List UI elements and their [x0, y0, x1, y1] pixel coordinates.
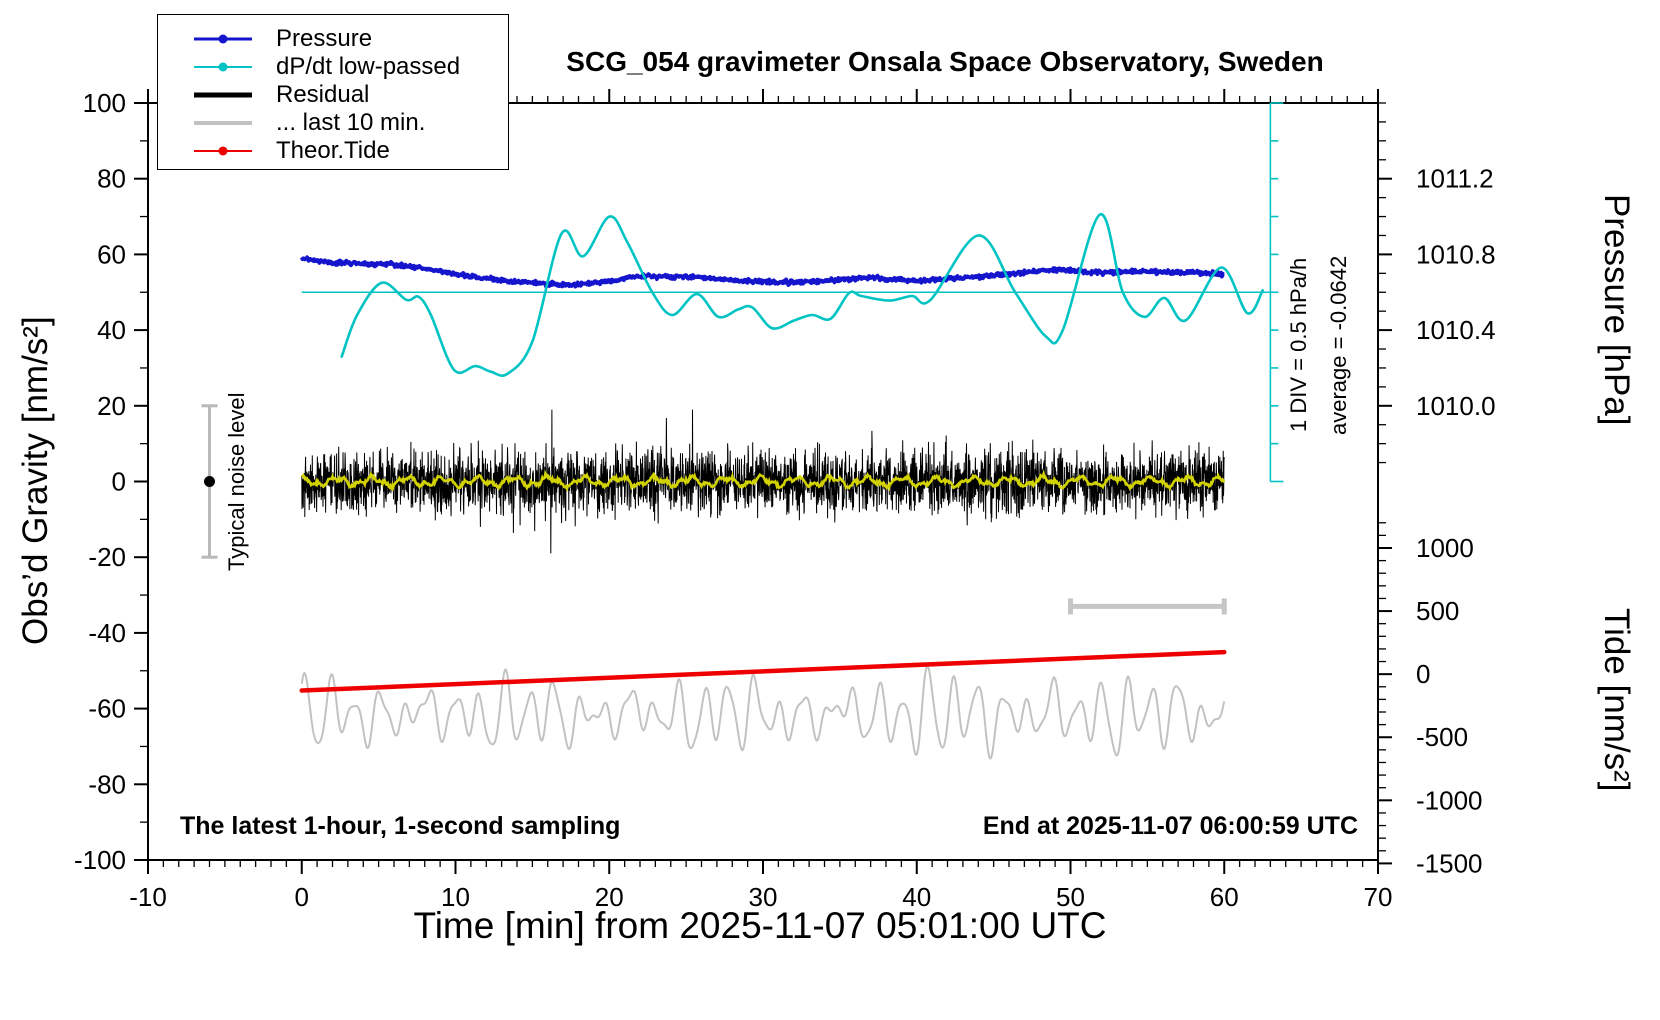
legend-item-pressure: Pressure [194, 25, 508, 53]
svg-text:30: 30 [749, 882, 778, 912]
svg-text:-500: -500 [1416, 722, 1468, 752]
svg-text:-1500: -1500 [1416, 848, 1483, 878]
div-scale-annotation: 1 DIV = 0.5 hPa/h [1286, 257, 1311, 433]
legend-item-residual: Residual [194, 81, 508, 109]
svg-text:1000: 1000 [1416, 533, 1474, 563]
svg-text:100: 100 [83, 88, 126, 118]
svg-text:-100: -100 [74, 845, 126, 875]
average-annotation: average = -0.0642 [1326, 255, 1351, 435]
svg-text:50: 50 [1056, 882, 1085, 912]
legend-item-dpdt: dP/dt low-passed [194, 53, 508, 81]
series-last10 [300, 665, 1226, 760]
series-dpdt [340, 213, 1264, 377]
legend-label-tide: Theor.Tide [276, 137, 390, 164]
series-residual-smoothed [300, 469, 1226, 493]
svg-text:-40: -40 [88, 618, 126, 648]
pressure-line-sample [194, 33, 252, 45]
svg-text:40: 40 [97, 315, 126, 345]
sampling-note: The latest 1-hour, 1-second sampling [180, 812, 621, 840]
svg-text:1011.2: 1011.2 [1416, 164, 1494, 194]
svg-text:-20: -20 [88, 542, 126, 572]
axes: -10 0 10 20 30 40 50 60 70-100-80-60-40-20020406… [74, 88, 1496, 912]
scale-bar [1068, 598, 1227, 615]
svg-text:60: 60 [97, 239, 126, 269]
pressure-dot-icon [218, 34, 228, 44]
residual-line-sample [194, 89, 252, 101]
svg-text:10: 10 [441, 882, 470, 912]
end-time-note: End at 2025-11-07 06:00:59 UTC [982, 812, 1358, 840]
series-tide [299, 649, 1227, 693]
svg-text:40: 40 [902, 882, 931, 912]
svg-text:1010.4: 1010.4 [1416, 315, 1496, 345]
svg-text:1010.0: 1010.0 [1416, 391, 1496, 421]
svg-text:70: 70 [1364, 882, 1393, 912]
legend-label-pressure: Pressure [276, 25, 373, 52]
chart-title: SCG_054 gravimeter Onsala Space Observat… [566, 46, 1324, 77]
last10-line-sample [194, 117, 252, 129]
y-axis-label-tide: Tide [nm/s²] [1597, 608, 1636, 792]
svg-text:1010.8: 1010.8 [1416, 239, 1496, 269]
legend-label-last10: ... last 10 min. [276, 109, 426, 136]
svg-text:0: 0 [112, 467, 126, 497]
svg-text:80: 80 [97, 164, 126, 194]
legend-label-residual: Residual [276, 81, 370, 108]
legend-item-tide: Theor.Tide [194, 137, 508, 165]
svg-text:-60: -60 [88, 694, 126, 724]
noise-level-annotation: Typical noise level [224, 392, 249, 572]
y-axis-label-pressure: Pressure [hPa] [1597, 194, 1636, 426]
legend-box: Pressure dP/dt low-passed Residual ... l… [157, 14, 509, 170]
svg-text:-10: -10 [129, 882, 167, 912]
tide-dot-icon [218, 146, 228, 156]
svg-text:500: 500 [1416, 596, 1459, 626]
svg-text:60: 60 [1210, 882, 1239, 912]
svg-text:-1000: -1000 [1416, 785, 1483, 815]
legend-label-dpdt: dP/dt low-passed [276, 53, 461, 80]
dpdt-ruler [301, 102, 1284, 483]
dpdt-dot-icon [218, 62, 228, 72]
legend-item-last10: ... last 10 min. [194, 109, 508, 137]
svg-text:20: 20 [97, 391, 126, 421]
tide-line-sample [194, 145, 252, 157]
svg-text:20: 20 [595, 882, 624, 912]
dpdt-line-sample [194, 61, 252, 73]
noise-level-marker [201, 404, 218, 559]
svg-text:0: 0 [1416, 659, 1430, 689]
series-pressure [299, 255, 1226, 289]
y-axis-label-gravity: Obs’d Gravity [nm/s²] [16, 316, 55, 646]
x-axis-label: Time [min] from 2025-11-07 05:01:00 UTC [413, 905, 1107, 946]
svg-text:0: 0 [295, 882, 309, 912]
svg-text:-80: -80 [88, 769, 126, 799]
